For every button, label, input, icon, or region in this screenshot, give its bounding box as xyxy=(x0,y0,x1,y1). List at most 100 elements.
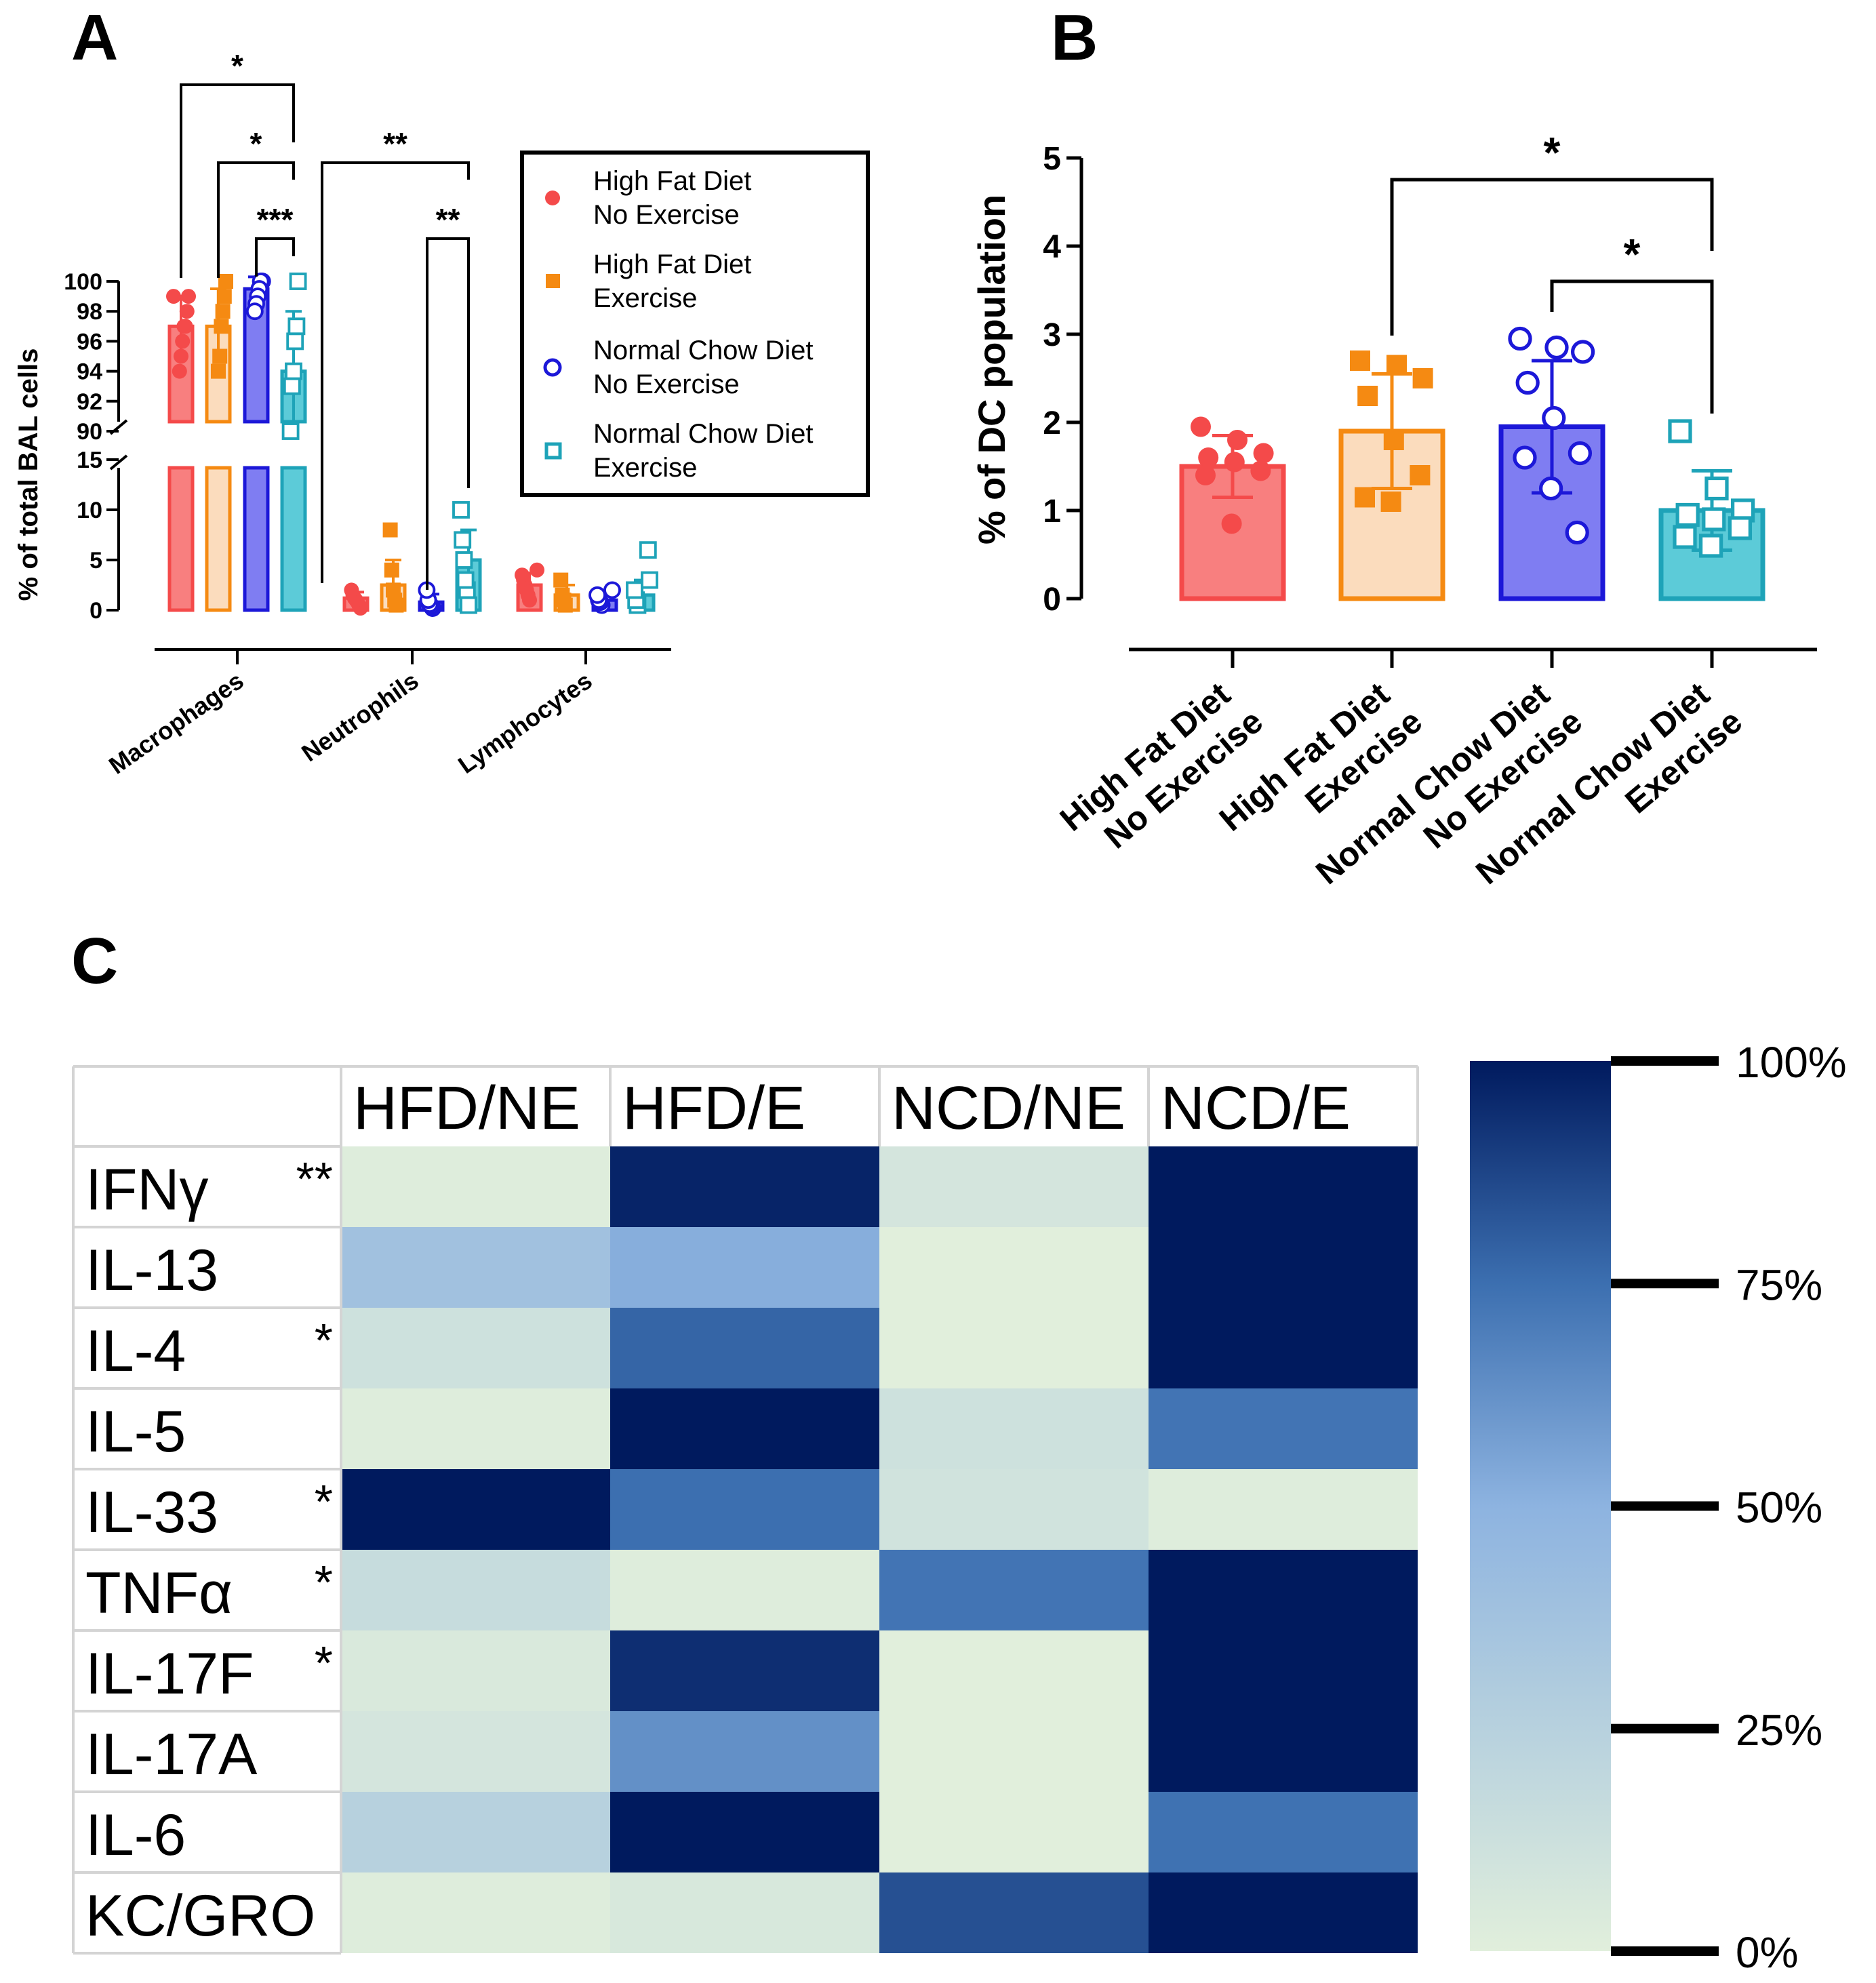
data-point xyxy=(1544,335,1569,360)
data-point xyxy=(1675,502,1700,527)
heatmap-cell xyxy=(1149,1388,1418,1469)
row-label: KC/GRO xyxy=(85,1883,315,1948)
row-label-cell xyxy=(73,1872,341,1953)
row-label-cell xyxy=(73,1630,341,1711)
heatmap-cell xyxy=(610,1872,879,1953)
significance-bracket xyxy=(255,237,295,277)
data-point xyxy=(1357,386,1378,406)
heatmap-cell xyxy=(879,1711,1149,1792)
heatmap-cell xyxy=(879,1469,1149,1550)
data-point xyxy=(1515,370,1540,395)
colorbar-tick-label: 75% xyxy=(1736,1260,1822,1309)
data-point xyxy=(181,289,196,304)
header-corner-cell xyxy=(73,1066,341,1146)
data-point xyxy=(1728,516,1753,540)
heatmap-cell xyxy=(341,1711,610,1792)
y-tick-label: 2 xyxy=(1043,405,1061,441)
legend-marker-ncd-ne xyxy=(543,358,562,377)
y-tick-label: 94 xyxy=(77,359,102,385)
row-significance: * xyxy=(315,1314,333,1367)
data-point xyxy=(452,501,470,519)
data-point xyxy=(1412,368,1433,388)
column-header: NCD/NE xyxy=(892,1075,1125,1142)
heatmap-cell xyxy=(610,1630,879,1711)
colorbar-tick-label: 100% xyxy=(1736,1038,1847,1087)
heatmap-cell xyxy=(879,1630,1149,1711)
heatmap-cell xyxy=(1149,1792,1418,1872)
data-point xyxy=(603,581,621,599)
data-point xyxy=(460,596,477,614)
row-significance: * xyxy=(315,1556,333,1609)
heatmap-cell xyxy=(341,1550,610,1630)
data-point xyxy=(214,319,229,334)
data-point xyxy=(456,571,475,589)
y-tick-label: 90 xyxy=(77,419,102,445)
legend-label: Exercise xyxy=(593,453,697,483)
data-point xyxy=(1191,416,1211,437)
heatmap-grid xyxy=(72,1065,1419,1955)
significance-label: * xyxy=(1624,230,1641,279)
data-point xyxy=(1253,443,1274,464)
significance-label: * xyxy=(231,48,243,83)
heatmap-cell xyxy=(1149,1630,1418,1711)
data-point xyxy=(285,362,302,380)
data-point xyxy=(289,273,307,290)
bar xyxy=(280,466,307,612)
bar xyxy=(243,466,270,612)
heatmap-cell xyxy=(1149,1146,1418,1227)
data-point xyxy=(245,302,264,321)
y-tick-label: 5 xyxy=(1043,141,1061,177)
row-label: IL-13 xyxy=(85,1238,218,1303)
data-point xyxy=(555,587,570,603)
data-point xyxy=(179,304,195,319)
row-label: IL-17A xyxy=(85,1722,258,1787)
legend-label: Normal Chow Diet xyxy=(593,419,814,449)
data-point xyxy=(172,363,187,379)
bar xyxy=(167,466,195,612)
heatmap-cell xyxy=(610,1388,879,1469)
y-tick-label: 100 xyxy=(64,269,102,295)
heatmap-cell xyxy=(1149,1308,1418,1388)
legend-label: High Fat Diet xyxy=(593,249,751,279)
row-label-cell xyxy=(73,1469,341,1550)
data-point xyxy=(455,551,473,569)
legend-label: No Exercise xyxy=(593,200,740,230)
data-point xyxy=(1508,326,1532,351)
heatmap-cell xyxy=(341,1792,610,1872)
axis-break-mark xyxy=(109,454,128,470)
data-point xyxy=(1410,465,1431,485)
y-tick-label: 0 xyxy=(1043,582,1061,618)
data-point xyxy=(344,582,359,598)
significance-label: ** xyxy=(436,202,460,237)
column-header: HFD/NE xyxy=(353,1075,580,1142)
significance-bracket xyxy=(1390,178,1714,336)
data-point xyxy=(588,586,606,604)
data-point xyxy=(553,572,569,588)
row-label-cell xyxy=(73,1711,341,1792)
significance-bracket xyxy=(426,237,470,590)
chart-b-bars xyxy=(1179,359,1765,601)
x-tick-label: Lymphocytes xyxy=(453,666,597,779)
data-point xyxy=(175,334,191,349)
x-tick-label: Macrophages xyxy=(104,666,249,780)
chart-b-significance: ** xyxy=(1390,128,1714,414)
data-point xyxy=(1668,419,1692,443)
row-label-cell xyxy=(73,1308,341,1388)
row-label: IFNγ xyxy=(85,1157,209,1222)
chart-b-ylabel: % of DC population xyxy=(970,195,1013,544)
header-cell xyxy=(1149,1066,1418,1146)
significance-label: *** xyxy=(257,202,294,237)
heatmap-cell xyxy=(341,1308,610,1388)
row-label-cell xyxy=(73,1792,341,1872)
colorbar-gradient xyxy=(1470,1061,1611,1951)
data-point xyxy=(218,274,233,289)
heatmap-cell xyxy=(341,1146,610,1227)
significance-bracket xyxy=(217,161,295,278)
data-point xyxy=(1565,520,1589,545)
heatmap-cell xyxy=(610,1792,879,1872)
data-point xyxy=(1704,476,1729,501)
